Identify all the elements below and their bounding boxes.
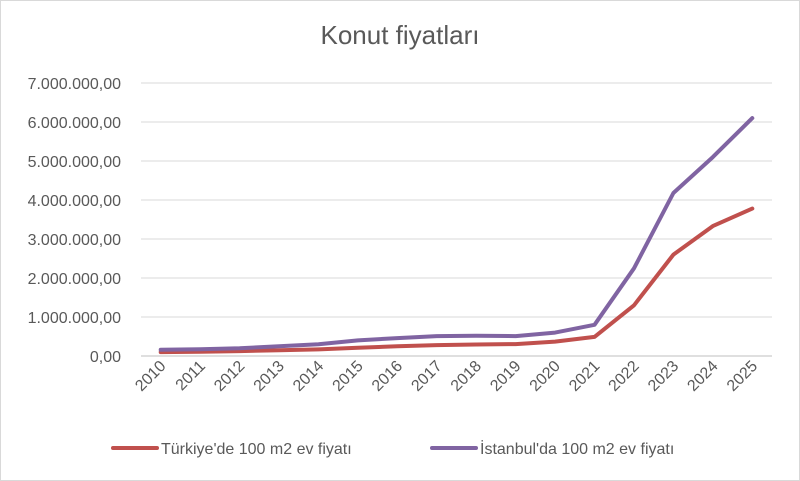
y-tick-label: 6.000.000,00 xyxy=(28,115,122,132)
x-tick-label: 2015 xyxy=(330,358,367,395)
x-tick-label: 2021 xyxy=(566,358,603,395)
x-tick-label: 2022 xyxy=(606,358,643,395)
series-line-2 xyxy=(158,116,755,352)
series-line-1 xyxy=(158,206,755,355)
x-tick-label: 2019 xyxy=(487,358,524,395)
y-tick-label: 3.000.000,00 xyxy=(28,232,122,249)
y-tick-label: 1.000.000,00 xyxy=(28,310,122,327)
x-tick-label: 2018 xyxy=(448,358,485,395)
x-tick-label: 2014 xyxy=(290,358,327,395)
series-lines xyxy=(158,116,755,355)
grid-lines xyxy=(141,82,772,357)
x-tick-label: 2016 xyxy=(369,358,406,395)
y-tick-label: 5.000.000,00 xyxy=(28,154,122,171)
x-tick-label: 2024 xyxy=(684,358,721,395)
x-tick-label: 2010 xyxy=(132,358,169,395)
y-tick-label: 2.000.000,00 xyxy=(28,271,122,288)
x-tick-label: 2017 xyxy=(408,358,445,395)
y-axis-ticks: 0,00 1.000.000,00 2.000.000,00 3.000.000,00… xyxy=(28,76,122,366)
y-tick-label: 0,00 xyxy=(90,349,121,366)
x-tick-label: 2012 xyxy=(211,358,248,395)
x-tick-label: 2020 xyxy=(527,358,564,395)
x-tick-label: 2025 xyxy=(724,358,761,395)
x-tick-label: 2011 xyxy=(173,358,209,394)
legend: Türkiye'de 100 m2 ev fiyatı İstanbul'da 1… xyxy=(111,439,674,458)
legend-label: Türkiye'de 100 m2 ev fiyatı xyxy=(161,441,352,458)
y-tick-label: 4.000.000,00 xyxy=(28,193,122,210)
y-tick-label: 7.000.000,00 xyxy=(28,76,122,93)
legend-label: İstanbul'da 100 m2 ev fiyatı xyxy=(480,439,674,458)
x-tick-label: 2023 xyxy=(645,358,682,395)
chart-title: Konut fiyatları xyxy=(320,20,480,50)
x-axis-ticks: 2010 2011 2012 2013 2014 2015 2016 2017 2018 2019… xyxy=(132,358,761,395)
x-tick-label: 2013 xyxy=(251,358,288,395)
